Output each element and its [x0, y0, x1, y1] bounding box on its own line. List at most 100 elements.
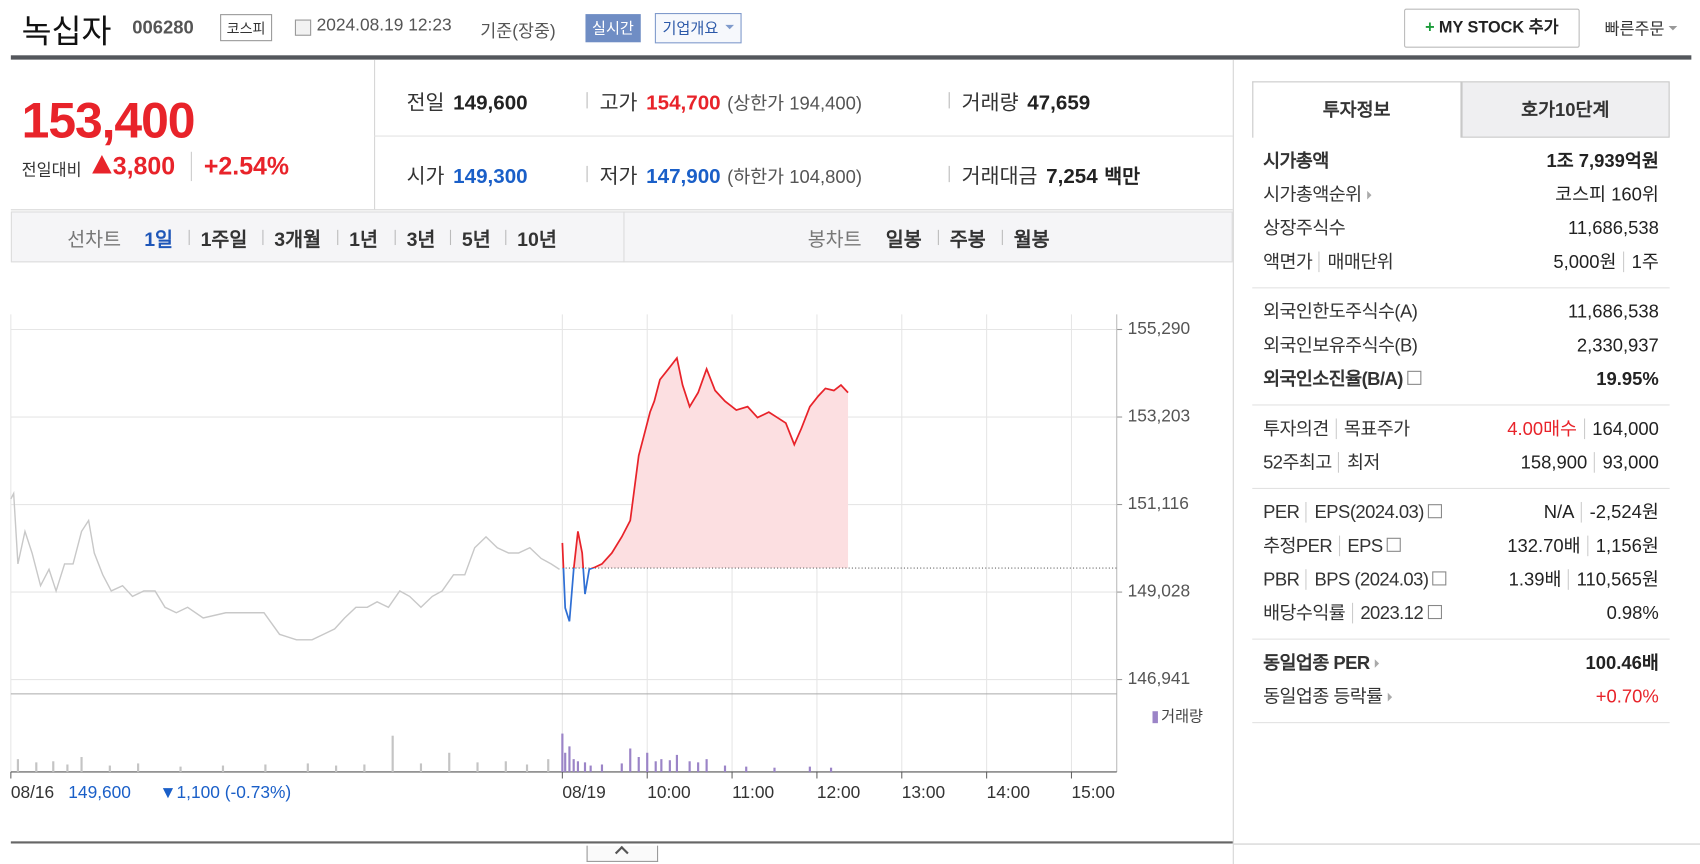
- info-row: PER EPS(2024.03) N/A -2,524원: [1252, 495, 1669, 529]
- volume-bar: [568, 746, 571, 772]
- up-arrow: [92, 155, 112, 174]
- divider: [1232, 59, 1234, 864]
- info-value: 132.70배 1,156원: [1507, 529, 1659, 563]
- collapse-button[interactable]: [586, 845, 659, 862]
- volume-bar: [646, 752, 649, 772]
- info-row: 동일업종 등락률 +0.70%: [1252, 680, 1669, 714]
- company-info-dropdown[interactable]: 기업개요: [654, 13, 742, 44]
- info-row: 시가총액순위 코스피 160위: [1252, 178, 1669, 212]
- info-row: 외국인소진율(B/A) 19.95%: [1252, 362, 1669, 396]
- side-tab[interactable]: 투자정보: [1252, 81, 1461, 138]
- label-part: 추정PER: [1263, 535, 1333, 557]
- value-part: 2,330,937: [1576, 335, 1659, 356]
- help-icon[interactable]: [1428, 504, 1443, 519]
- chart-period-tab[interactable]: 3개월: [262, 224, 321, 252]
- info-value: 0.98%: [1607, 596, 1659, 630]
- price-box: [11, 59, 376, 210]
- x-tick-label: 14:00: [987, 782, 1030, 802]
- info-value: 11,686,538: [1568, 295, 1659, 329]
- volume-bar: [179, 766, 182, 772]
- label-part: PBR: [1263, 569, 1300, 590]
- annotation: 149,600: [68, 782, 131, 802]
- x-tick-label: 08/16: [11, 782, 54, 802]
- quick-order[interactable]: 빠른주문: [1605, 17, 1678, 40]
- label-part: 최저: [1338, 452, 1380, 473]
- more-arrow[interactable]: [1387, 692, 1397, 702]
- label-part: 2023.12: [1351, 602, 1424, 623]
- candle-tab[interactable]: 월봉: [1001, 224, 1050, 252]
- volume-bar: [80, 757, 83, 772]
- value-part: 100.46배: [1585, 652, 1659, 674]
- my-stock-button[interactable]: MY STOCK 추가: [1404, 8, 1580, 48]
- stat-label: 거래대금: [961, 165, 1038, 189]
- help-icon[interactable]: [1432, 571, 1447, 586]
- info-value: 1조 7,939억원: [1546, 144, 1658, 178]
- chart-period-tab[interactable]: 3년: [394, 224, 435, 252]
- chart-period-tab[interactable]: 1년: [337, 224, 378, 252]
- info-label: PER EPS(2024.03): [1263, 495, 1443, 529]
- help-icon[interactable]: [1407, 370, 1422, 385]
- info-value: 100.46배: [1585, 646, 1658, 680]
- stock-name: 녹십자: [21, 14, 112, 50]
- stat-label: 시가: [406, 165, 445, 189]
- value-part: 0.98%: [1606, 602, 1659, 624]
- stock-code: 006280: [132, 17, 194, 38]
- info-row: 추정PER EPS 132.70배 1,156원: [1252, 529, 1669, 563]
- info-label: 동일업종 등락률: [1263, 680, 1397, 714]
- label-part: 상장주식수: [1263, 217, 1346, 239]
- chart-period-tab[interactable]: 10년: [505, 224, 557, 252]
- legend-label: 거래량: [1161, 709, 1203, 726]
- chart-tab-bar: [10, 211, 1233, 263]
- info-row: 상장주식수 11,686,538: [1252, 211, 1669, 245]
- divider: [374, 135, 1233, 137]
- chart-period-tab[interactable]: 5년: [450, 224, 491, 252]
- volume-bar: [419, 763, 423, 772]
- volume-bar: [221, 765, 225, 772]
- label-part: 배당수익률: [1263, 602, 1346, 624]
- more-arrow[interactable]: [1367, 190, 1376, 200]
- info-group: 투자의견 목표주가 4.00매수 164,000 52주최고 최저 158,900 93,00…: [1252, 405, 1670, 489]
- info-value: 11,686,538: [1568, 211, 1659, 245]
- chart-period-tab[interactable]: 1일: [144, 228, 174, 251]
- value-part: 코스피 160위: [1555, 184, 1659, 205]
- price-chart: 155,290 153,203 151,116 149,028 146,941 08/16…: [10, 314, 1203, 802]
- volume-bar: [675, 754, 679, 772]
- volume-bar: [637, 757, 640, 772]
- label-part: 외국인보유주식수(B): [1263, 335, 1418, 356]
- volume-bar: [335, 765, 338, 772]
- change-label: 전일대비: [21, 161, 82, 180]
- label-part: 시가총액: [1263, 150, 1329, 172]
- more-arrow[interactable]: [1375, 659, 1384, 668]
- value-part: 1주: [1622, 251, 1659, 273]
- info-row: 외국인한도주식수(A) 11,686,538: [1252, 295, 1669, 329]
- legend-swatch: [1152, 711, 1158, 724]
- candle-tab[interactable]: 일봉: [885, 228, 922, 251]
- realtime-button[interactable]: 실시간: [585, 14, 641, 43]
- help-icon[interactable]: [1427, 604, 1442, 620]
- candle-tab[interactable]: 주봉: [937, 224, 986, 252]
- value-part: 110,565원: [1567, 569, 1659, 590]
- value-part: 1.39배: [1508, 569, 1562, 590]
- volume-bar: [564, 752, 567, 772]
- volume-bar: [448, 752, 451, 772]
- label-part: 동일업종 PER: [1263, 652, 1370, 674]
- stat-value: 47,659: [1027, 92, 1091, 115]
- side-tab[interactable]: 호가10단계: [1460, 81, 1670, 138]
- stat-unit: 백만: [1104, 165, 1141, 188]
- help-icon[interactable]: [1386, 537, 1402, 552]
- value-part: 1조 7,939억원: [1546, 150, 1659, 172]
- chart-period-tab[interactable]: 1주일: [188, 224, 247, 252]
- value-part: 5,000원: [1553, 251, 1617, 273]
- volume-bar: [808, 766, 811, 772]
- volume-bar: [561, 733, 564, 772]
- stat-value: 149,600: [453, 92, 528, 115]
- info-value: N/A -2,524원: [1544, 495, 1659, 529]
- volume-bar: [35, 762, 38, 772]
- x-tick-label: 15:00: [1071, 782, 1114, 802]
- stat-label: 전일: [406, 92, 445, 115]
- info-label: PBR BPS (2024.03): [1263, 563, 1447, 597]
- info-value: 1.39배 110,565원: [1509, 563, 1659, 597]
- volume-bar: [137, 763, 140, 772]
